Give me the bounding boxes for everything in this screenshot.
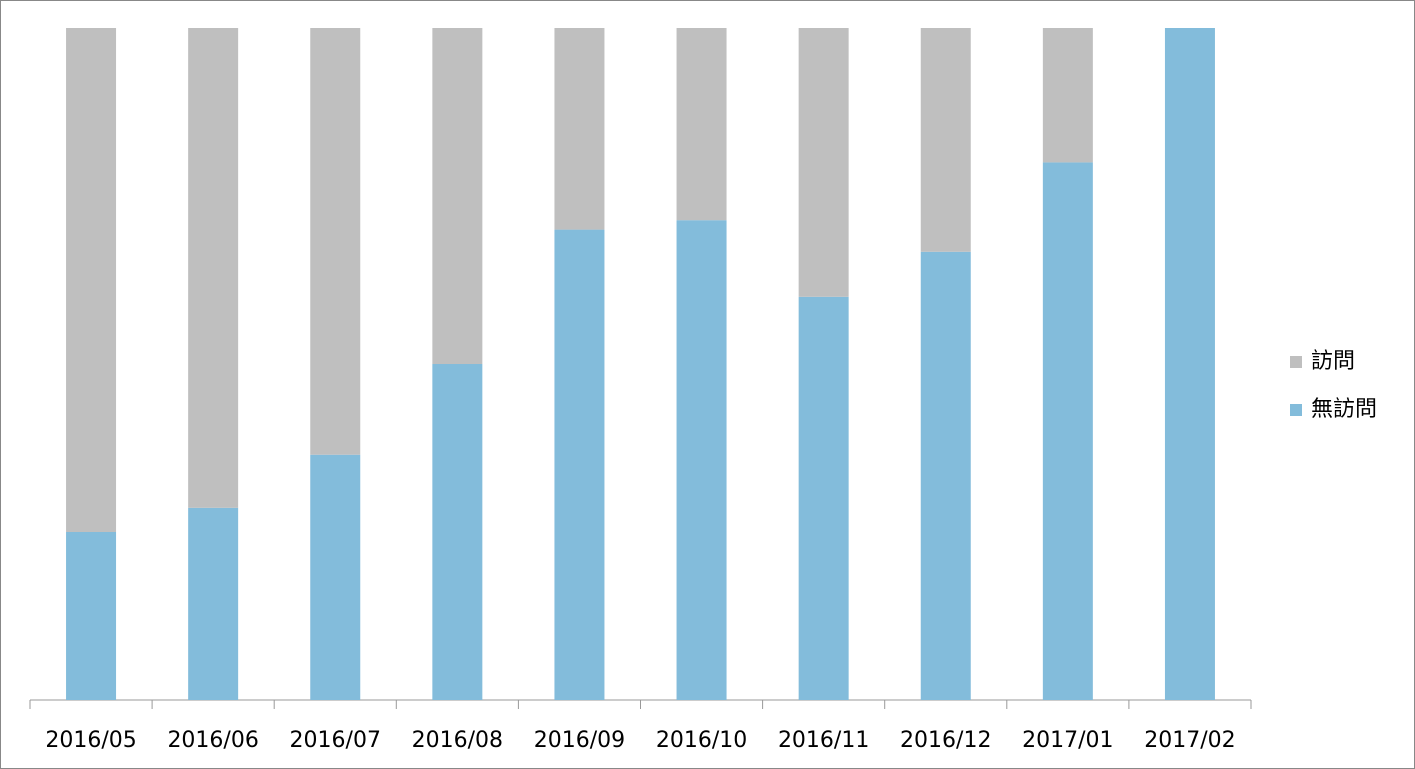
bar-segment [920,251,971,700]
legend-label: 訪問 [1311,349,1355,374]
bar-segment [676,28,727,221]
x-tick-label: 2016/06 [167,728,258,753]
bar-segment [920,28,971,252]
bar-segment [1042,162,1093,700]
bar-segment [554,229,605,700]
bar-segment [1042,28,1093,163]
legend-swatch [1290,356,1302,368]
bar-segment [188,507,239,700]
legend-label: 無訪問 [1311,397,1377,422]
bar-segment [676,220,727,700]
x-tick-label: 2016/07 [290,728,381,753]
bar-segment [554,28,605,230]
bar-segment [310,454,361,700]
x-tick-label: 2016/05 [45,728,136,753]
legend-swatch [1290,404,1302,416]
bar-segment [798,296,849,700]
x-tick-label: 2016/09 [534,728,625,753]
x-tick-label: 2016/11 [778,728,869,753]
bar-segment [188,28,239,508]
x-tick-label: 2016/12 [900,728,991,753]
x-tick-label: 2016/10 [656,728,747,753]
x-tick-label: 2017/01 [1022,728,1113,753]
bar-segment [432,364,483,700]
bar-segment [432,28,483,364]
x-tick-label: 2016/08 [412,728,503,753]
bar-segment [310,28,361,455]
bar-segment [66,28,117,532]
bar-segment [798,28,849,297]
bar-segment [66,532,117,700]
x-tick-label: 2017/02 [1144,728,1235,753]
bar-segment [1164,28,1215,700]
